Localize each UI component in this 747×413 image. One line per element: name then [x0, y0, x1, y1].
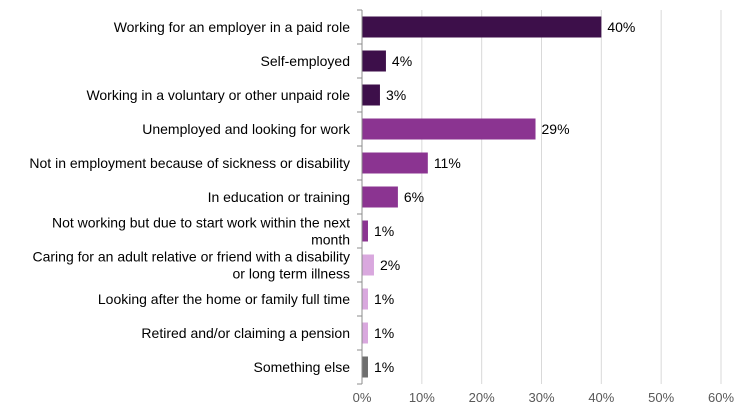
- data-label: 11%: [434, 155, 461, 171]
- category-label: Something else: [253, 359, 350, 375]
- category-label: Not working but due to start work within…: [52, 215, 350, 231]
- x-tick-label: 50%: [648, 390, 674, 405]
- data-label: 29%: [542, 121, 570, 137]
- x-tick-label: 60%: [708, 390, 734, 405]
- category-label: Unemployed and looking for work: [142, 121, 351, 137]
- category-label: Self-employed: [261, 53, 351, 69]
- category-label: Retired and/or claiming a pension: [141, 325, 350, 341]
- gridlines: [421, 10, 722, 384]
- bar: [362, 186, 398, 208]
- category-label: Caring for an adult relative or friend w…: [33, 249, 351, 265]
- bar: [362, 356, 368, 378]
- category-label: Looking after the home or family full ti…: [98, 291, 350, 307]
- category-label: Not in employment because of sickness or…: [29, 155, 350, 171]
- data-label: 1%: [374, 325, 394, 341]
- category-label: Working in a voluntary or other unpaid r…: [86, 87, 350, 103]
- category-label: month: [311, 232, 350, 248]
- bar: [362, 118, 536, 140]
- bar: [362, 16, 602, 38]
- bar: [362, 220, 368, 242]
- bar: [362, 50, 386, 72]
- data-label: 1%: [374, 359, 394, 375]
- x-tick-label: 20%: [469, 390, 495, 405]
- data-label: 3%: [386, 87, 406, 103]
- data-label: 4%: [392, 53, 412, 69]
- data-label: 2%: [380, 257, 400, 273]
- category-label: In education or training: [208, 189, 350, 205]
- bars: [362, 16, 602, 378]
- axis: 0% 10% 20% 30% 40% 50% 60%: [353, 9, 734, 405]
- x-tick-label: 0%: [353, 390, 372, 405]
- x-tick-label: 40%: [588, 390, 614, 405]
- bar: [362, 254, 374, 276]
- data-label: 40%: [607, 19, 635, 35]
- bar: [362, 84, 380, 106]
- x-tick-label: 30%: [528, 390, 554, 405]
- bar: [362, 322, 368, 344]
- x-tick-label: 10%: [409, 390, 435, 405]
- data-label: 1%: [374, 223, 394, 239]
- data-label: 6%: [404, 189, 424, 205]
- bar: [362, 288, 368, 310]
- category-label: or long term illness: [233, 266, 351, 282]
- category-label: Working for an employer in a paid role: [114, 19, 351, 35]
- bar: [362, 152, 428, 174]
- data-label: 1%: [374, 291, 394, 307]
- labels: 40% Working for an employer in a paid rol…: [29, 19, 635, 375]
